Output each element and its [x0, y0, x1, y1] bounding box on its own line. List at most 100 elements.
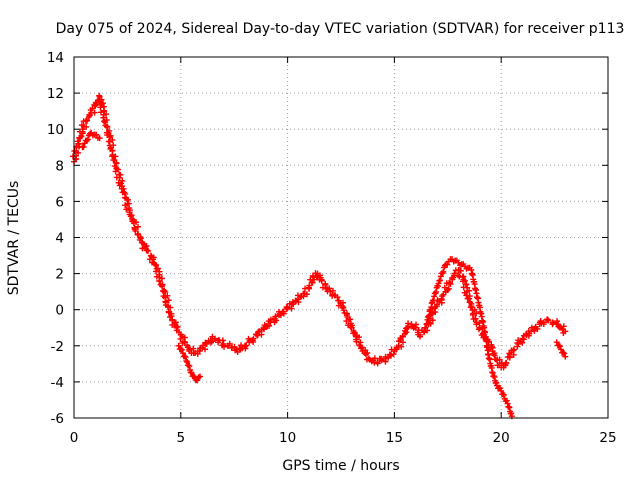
data-point	[451, 270, 458, 277]
data-point	[157, 281, 164, 288]
data-point	[182, 354, 189, 361]
data-point	[531, 327, 538, 334]
data-point	[490, 350, 497, 357]
data-point	[177, 346, 184, 353]
data-point	[152, 261, 159, 268]
data-point	[473, 319, 480, 326]
series-1	[69, 92, 569, 371]
data-point	[358, 345, 365, 352]
data-point	[446, 280, 453, 287]
data-point	[284, 303, 291, 310]
data-point	[560, 323, 567, 330]
data-point	[561, 350, 568, 357]
data-point	[165, 297, 172, 304]
data-point	[560, 349, 567, 356]
y-tick-label: 0	[55, 303, 64, 319]
data-point	[558, 346, 565, 353]
data-point	[460, 276, 467, 283]
y-tick-label: 4	[55, 231, 64, 247]
data-point	[431, 305, 438, 312]
data-point	[496, 356, 503, 363]
data-point	[399, 333, 406, 340]
data-point	[185, 362, 192, 369]
y-tick-label: -4	[51, 375, 64, 391]
data-point	[84, 136, 91, 143]
data-point	[258, 331, 265, 338]
data-point	[77, 134, 84, 141]
data-point	[305, 284, 312, 291]
data-point	[188, 369, 195, 376]
data-point	[475, 326, 482, 333]
data-point	[133, 219, 140, 226]
data-point	[401, 327, 408, 334]
data-point	[162, 288, 169, 295]
data-point	[197, 373, 204, 380]
data-point	[117, 171, 124, 178]
y-tick-label: 6	[55, 194, 64, 210]
data-point	[347, 323, 354, 330]
data-point	[273, 317, 280, 324]
data-point	[118, 185, 125, 192]
data-point	[322, 281, 329, 288]
data-point	[500, 391, 507, 398]
data-point	[109, 151, 116, 158]
data-point	[422, 324, 429, 331]
data-point	[83, 123, 90, 130]
data-point	[556, 343, 563, 350]
data-point	[183, 357, 190, 364]
data-point	[234, 348, 241, 355]
data-point	[83, 117, 90, 124]
data-point	[92, 99, 99, 106]
data-point	[553, 339, 560, 346]
plot-frame	[73, 56, 609, 419]
data-point	[105, 138, 112, 145]
data-point	[503, 397, 510, 404]
data-point	[374, 360, 381, 367]
data-point	[174, 323, 181, 330]
data-point	[102, 122, 109, 129]
x-tick-label: 25	[599, 430, 616, 446]
data-point	[123, 206, 130, 213]
data-point	[242, 343, 249, 350]
axis-ticks: 0 5 10 15 20 25 -6 -4 -2 0 2 4 6 8 10 12 14	[47, 50, 617, 446]
data-point	[340, 307, 347, 314]
data-point	[347, 316, 354, 323]
data-point	[194, 377, 201, 384]
data-point	[500, 391, 507, 398]
data-point	[540, 321, 547, 328]
data-point	[164, 303, 171, 310]
data-point	[497, 385, 504, 392]
data-point	[202, 346, 209, 353]
x-tick-label: 5	[177, 430, 186, 446]
data-point	[463, 292, 470, 299]
x-tick-label: 0	[70, 430, 79, 446]
data-point	[440, 268, 447, 275]
data-point	[103, 111, 110, 118]
data-point	[135, 223, 142, 230]
data-point	[121, 189, 128, 196]
data-point	[466, 299, 473, 306]
data-point	[511, 346, 518, 353]
data-point	[421, 328, 428, 335]
data-point	[116, 174, 123, 181]
data-point	[272, 313, 279, 320]
data-point	[207, 337, 214, 344]
data-point	[398, 343, 405, 350]
data-point	[353, 338, 360, 345]
data-point	[178, 346, 185, 353]
data-point	[96, 135, 103, 142]
data-point	[400, 339, 407, 346]
data-point	[444, 286, 451, 293]
x-axis-title: GPS time / hours	[282, 458, 399, 474]
data-point	[466, 287, 473, 294]
data-point	[332, 292, 339, 299]
data-point	[467, 304, 474, 311]
data-point	[91, 109, 98, 116]
y-tick-label: 2	[55, 267, 64, 283]
data-point	[437, 277, 444, 284]
data-point	[221, 343, 228, 350]
data-point	[350, 328, 357, 335]
data-point	[165, 308, 172, 315]
y-tick-label: 12	[47, 86, 64, 102]
